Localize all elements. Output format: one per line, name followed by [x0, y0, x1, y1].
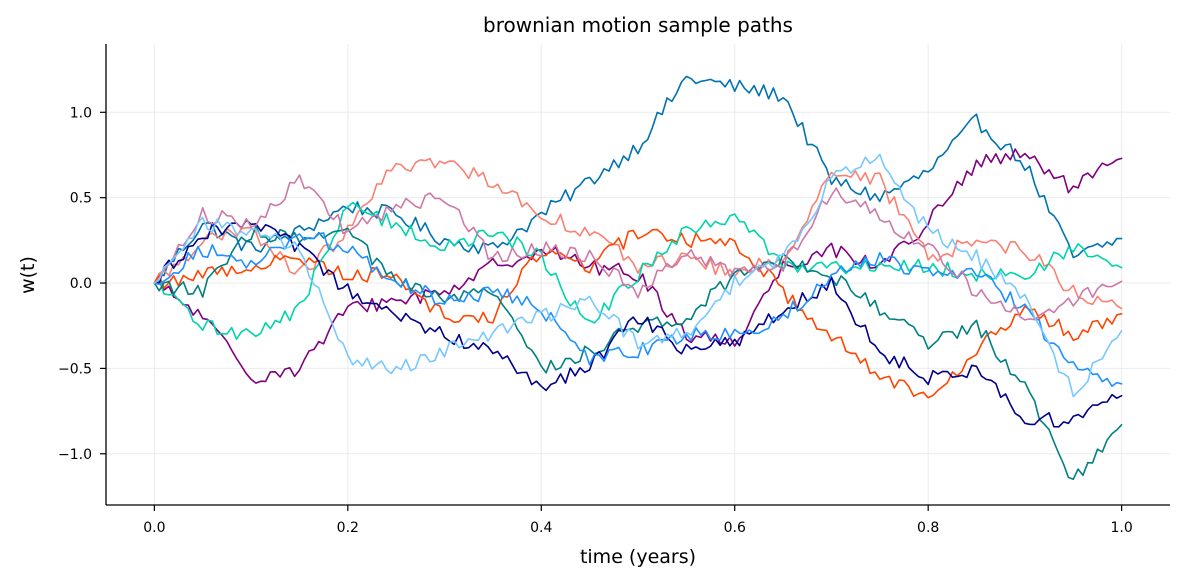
ticks: 0.0 0.2 0.4 0.6 0.8 1.0 −1.0 −0.5 0.0 0.5 1.0: [58, 105, 1133, 536]
x-tick-label: 0.4: [530, 520, 552, 536]
series-line-7: [153, 219, 1123, 428]
series-line-4: [153, 228, 1123, 399]
series-line-9: [153, 174, 1123, 321]
x-tick-label: 0.6: [724, 520, 746, 536]
x-axis-title: time (years): [580, 546, 696, 568]
axes: [105, 44, 1170, 506]
y-tick-label: 0.0: [70, 276, 92, 292]
series-group: [153, 75, 1123, 480]
y-tick-label: 1.0: [70, 105, 92, 121]
grid: [106, 44, 1170, 505]
series-line-1: [153, 75, 1123, 284]
y-axis-title: w(t): [17, 256, 39, 294]
x-tick-label: 0.2: [337, 520, 359, 536]
y-tick-label: 0.5: [70, 191, 92, 207]
series-line-3: [153, 157, 1123, 310]
y-tick-label: −0.5: [58, 361, 92, 377]
x-tick-label: 0.8: [917, 520, 939, 536]
series-line-10: [153, 153, 1123, 398]
series-line-8: [153, 232, 1123, 387]
x-tick-label: 0.0: [143, 520, 165, 536]
series-line-5: [153, 201, 1123, 340]
x-tick-label: 1.0: [1111, 520, 1133, 536]
y-tick-label: −1.0: [58, 447, 92, 463]
chart-title: brownian motion sample paths: [483, 13, 793, 37]
